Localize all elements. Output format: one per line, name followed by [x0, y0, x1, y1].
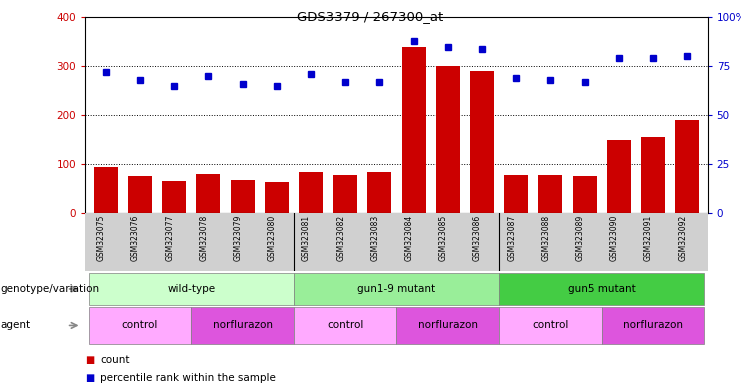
Text: norflurazon: norflurazon: [418, 320, 478, 331]
Text: count: count: [100, 355, 130, 365]
Bar: [436, 66, 459, 213]
Text: genotype/variation: genotype/variation: [1, 284, 100, 294]
Text: gun5 mutant: gun5 mutant: [568, 284, 636, 294]
Text: ■: ■: [85, 373, 94, 383]
Text: norflurazon: norflurazon: [213, 320, 273, 331]
Bar: [162, 181, 186, 213]
Bar: [368, 172, 391, 213]
Text: percentile rank within the sample: percentile rank within the sample: [100, 373, 276, 383]
Text: GSM323075: GSM323075: [97, 215, 106, 261]
Text: GSM323089: GSM323089: [576, 215, 585, 261]
Text: GSM323091: GSM323091: [644, 215, 653, 261]
Text: ■: ■: [85, 355, 94, 365]
Text: control: control: [532, 320, 568, 331]
Bar: [607, 140, 631, 213]
Bar: [230, 180, 254, 213]
Text: GSM323079: GSM323079: [233, 215, 242, 261]
Bar: [196, 174, 220, 213]
Bar: [499, 307, 602, 344]
Bar: [89, 307, 191, 344]
Text: GSM323088: GSM323088: [542, 215, 551, 261]
Bar: [299, 172, 323, 213]
Bar: [128, 176, 152, 213]
Text: gun1-9 mutant: gun1-9 mutant: [357, 284, 436, 294]
Text: GSM323085: GSM323085: [439, 215, 448, 261]
Text: wild-type: wild-type: [167, 284, 216, 294]
Text: GSM323077: GSM323077: [165, 215, 174, 261]
Text: GSM323082: GSM323082: [336, 215, 345, 261]
Text: GSM323092: GSM323092: [678, 215, 687, 261]
Bar: [94, 167, 118, 213]
Bar: [294, 273, 499, 305]
Bar: [333, 175, 357, 213]
Bar: [396, 307, 499, 344]
Text: GDS3379 / 267300_at: GDS3379 / 267300_at: [297, 10, 444, 23]
Bar: [470, 71, 494, 213]
Bar: [89, 273, 294, 305]
Text: GSM323078: GSM323078: [199, 215, 208, 261]
Bar: [573, 176, 597, 213]
Bar: [294, 307, 396, 344]
Bar: [191, 307, 294, 344]
Bar: [675, 120, 699, 213]
Text: GSM323076: GSM323076: [131, 215, 140, 261]
Text: GSM323080: GSM323080: [268, 215, 276, 261]
Text: control: control: [122, 320, 158, 331]
Text: GSM323090: GSM323090: [610, 215, 619, 261]
Bar: [602, 307, 704, 344]
Bar: [499, 273, 704, 305]
Text: GSM323087: GSM323087: [507, 215, 516, 261]
Bar: [265, 182, 289, 213]
Bar: [539, 175, 562, 213]
Bar: [402, 47, 425, 213]
Text: agent: agent: [1, 320, 31, 331]
Text: GSM323084: GSM323084: [405, 215, 413, 261]
Text: GSM323086: GSM323086: [473, 215, 482, 261]
Bar: [504, 175, 528, 213]
Bar: [641, 137, 665, 213]
Text: norflurazon: norflurazon: [623, 320, 683, 331]
Text: GSM323083: GSM323083: [370, 215, 379, 261]
Text: GSM323081: GSM323081: [302, 215, 311, 261]
Text: control: control: [327, 320, 363, 331]
